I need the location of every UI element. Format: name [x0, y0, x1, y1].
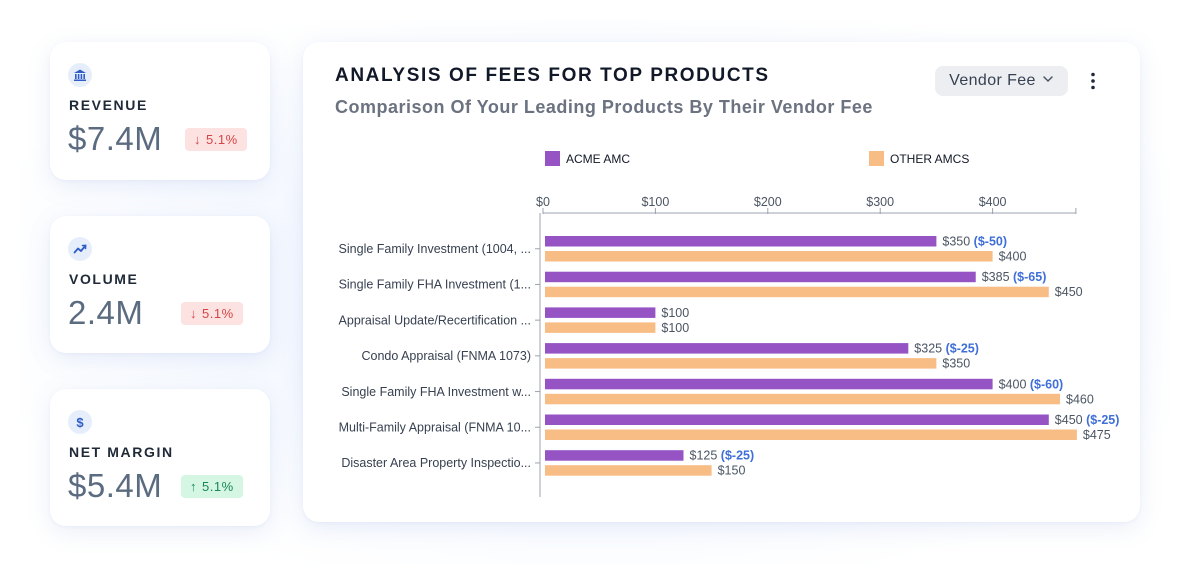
- x-tick-label: $100: [641, 195, 669, 209]
- data-value: $325: [914, 342, 942, 356]
- category-label: Multi-Family Appraisal (FNMA 10...: [339, 421, 531, 435]
- data-value: $125: [690, 449, 718, 463]
- data-label-other-amcs: $100: [661, 321, 689, 335]
- kpi-label: REVENUE: [69, 97, 148, 113]
- bar-acme-amc: [545, 236, 937, 247]
- x-tick-label: $400: [979, 195, 1007, 209]
- x-tick-label: $0: [536, 195, 550, 209]
- difference-label: ($-25): [1083, 413, 1120, 427]
- data-label-acme-amc: $385 ($-65): [982, 270, 1047, 284]
- bar-acme-amc: [545, 307, 656, 318]
- difference-label: ($-65): [1010, 270, 1047, 284]
- category-label: Appraisal Update/Recertification ...: [339, 313, 531, 327]
- dollar-icon: $: [68, 410, 92, 434]
- arrow-down-icon: ↓: [190, 306, 197, 321]
- category-label: Single Family Investment (1004, ...: [339, 242, 531, 256]
- bar-acme-amc: [545, 414, 1049, 425]
- bar-other-amcs: [545, 286, 1049, 298]
- data-label-other-amcs: $350: [942, 357, 970, 371]
- data-label-other-amcs: $450: [1055, 285, 1083, 299]
- change-value: 5.1%: [202, 479, 234, 494]
- data-value: $385: [982, 270, 1010, 284]
- bar-acme-amc: [545, 271, 976, 283]
- data-label-other-amcs: $150: [718, 464, 746, 478]
- data-label-other-amcs: $460: [1066, 392, 1094, 406]
- chart-title: ANALYSIS OF FEES FOR TOP PRODUCTS: [335, 65, 770, 86]
- data-label-other-amcs: $475: [1083, 428, 1111, 442]
- category-label: Condo Appraisal (FNMA 1073): [361, 349, 531, 363]
- metric-select[interactable]: Vendor Fee: [935, 66, 1068, 96]
- difference-label: ($-60): [1026, 377, 1063, 391]
- bar-other-amcs: [545, 429, 1077, 440]
- bar-acme-amc: [545, 450, 684, 461]
- change-badge: ↓ 5.1%: [185, 128, 247, 151]
- bar-acme-amc: [545, 343, 909, 354]
- kpi-value: $7.4M: [68, 120, 163, 157]
- more-options-button[interactable]: [1079, 68, 1107, 94]
- legend-swatch-0: [545, 151, 560, 166]
- fees-bar-chart: ACME AMC OTHER AMCS $0 $100 $200 $300 $400 Sing…: [339, 151, 1120, 497]
- data-value: $450: [1055, 413, 1083, 427]
- kpi-card-revenue[interactable]: REVENUE $7.4M ↓ 5.1%: [50, 42, 270, 180]
- difference-label: ($-25): [942, 342, 979, 356]
- kebab-menu-icon: [1091, 72, 1095, 90]
- x-tick-label: $200: [754, 195, 782, 209]
- kpi-value: $5.4M: [68, 467, 163, 504]
- difference-label: ($-50): [970, 235, 1007, 249]
- bank-icon: [68, 63, 92, 87]
- category-label: Disaster Area Property Inspectio...: [341, 456, 531, 470]
- kpi-label: VOLUME: [69, 271, 139, 287]
- kpi-value: 2.4M: [68, 294, 144, 331]
- chevron-down-icon: [1042, 72, 1054, 90]
- kpi-label: NET MARGIN: [69, 444, 174, 460]
- legend-label-0: ACME AMC: [566, 152, 630, 166]
- data-label-acme-amc: $450 ($-25): [1055, 413, 1120, 427]
- data-label-acme-amc: $100: [661, 306, 689, 320]
- metric-select-value: Vendor Fee: [949, 72, 1036, 89]
- bar-other-amcs: [545, 358, 937, 369]
- bar-other-amcs: [545, 465, 712, 476]
- change-value: 5.1%: [202, 306, 234, 321]
- x-tick-label: $300: [866, 195, 894, 209]
- arrow-down-icon: ↓: [194, 132, 201, 147]
- bar-other-amcs: [545, 322, 656, 333]
- legend-label-1: OTHER AMCS: [890, 152, 969, 166]
- change-badge: ↑ 5.1%: [181, 475, 243, 498]
- fees-chart-card: ANALYSIS OF FEES FOR TOP PRODUCTS Compar…: [303, 42, 1140, 522]
- category-label: Single Family FHA Investment w...: [341, 385, 531, 399]
- difference-label: ($-25): [717, 449, 754, 463]
- change-badge: ↓ 5.1%: [181, 302, 243, 325]
- kpi-card-net-margin[interactable]: $ NET MARGIN $5.4M ↑ 5.1%: [50, 389, 270, 526]
- data-label-acme-amc: $325 ($-25): [914, 342, 979, 356]
- kpi-card-volume[interactable]: VOLUME 2.4M ↓ 5.1%: [50, 216, 270, 353]
- change-value: 5.1%: [206, 132, 238, 147]
- data-label-acme-amc: $400 ($-60): [999, 377, 1064, 391]
- bar-other-amcs: [545, 251, 993, 262]
- data-value: $400: [999, 377, 1027, 391]
- category-label: Single Family FHA Investment (1...: [339, 278, 531, 292]
- data-value: $350: [942, 235, 970, 249]
- arrow-up-icon: ↑: [190, 479, 197, 494]
- bar-acme-amc: [545, 378, 993, 390]
- data-value: $100: [661, 306, 689, 320]
- legend-swatch-1: [869, 151, 884, 166]
- data-label-acme-amc: $125 ($-25): [690, 449, 755, 463]
- trend-line-icon: [68, 237, 92, 261]
- data-label-other-amcs: $400: [999, 250, 1027, 264]
- chart-subtitle: Comparison Of Your Leading Products By T…: [335, 97, 873, 117]
- bar-other-amcs: [545, 393, 1061, 405]
- data-label-acme-amc: $350 ($-50): [942, 235, 1007, 249]
